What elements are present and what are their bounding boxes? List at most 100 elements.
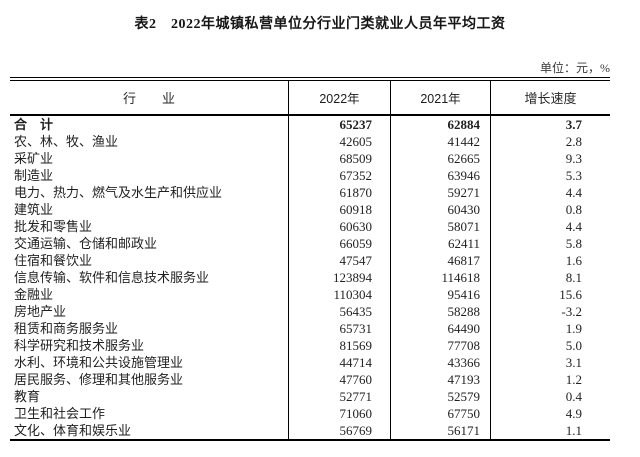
table-row: 居民服务、修理和其他服务业 47760 47193 1.2 [10, 371, 610, 388]
value-2021-cell: 62411 [390, 235, 490, 252]
growth-rate-cell: 3.7 [490, 116, 610, 133]
table-row: 信息传输、软件和信息技术服务业 123894 114618 8.1 [10, 269, 610, 286]
value-2021-cell: 58288 [390, 303, 490, 320]
table-row: 租赁和商务服务业 65731 64490 1.9 [10, 320, 610, 337]
table-body: 合 计 65237 62884 3.7 农、林、牧、渔业 42605 41442… [10, 116, 610, 439]
value-2022-cell: 110304 [288, 286, 390, 303]
value-2021-cell: 43366 [390, 354, 490, 371]
value-2021-cell: 52579 [390, 388, 490, 405]
growth-rate-cell: 1.9 [490, 320, 610, 337]
value-2022-cell: 65237 [288, 116, 390, 133]
value-2022-cell: 56769 [288, 422, 390, 439]
table-row: 采矿业 68509 62665 9.3 [10, 150, 610, 167]
table-row: 农、林、牧、渔业 42605 41442 2.8 [10, 133, 610, 150]
growth-rate-cell: 5.0 [490, 337, 610, 354]
value-2021-cell: 77708 [390, 337, 490, 354]
industry-cell: 文化、体育和娱乐业 [14, 423, 132, 438]
value-2021-cell: 63946 [390, 167, 490, 184]
industry-cell: 住宿和餐饮业 [14, 253, 93, 268]
growth-rate-cell: 9.3 [490, 150, 610, 167]
value-2022-cell: 52771 [288, 388, 390, 405]
industry-cell: 农、林、牧、渔业 [14, 134, 119, 149]
table-row: 电力、热力、燃气及水生产和供应业 61870 59271 4.4 [10, 184, 610, 201]
header-growth-rate: 增长速度 [490, 81, 610, 114]
table-row: 交通运输、仓储和邮政业 66059 62411 5.8 [10, 235, 610, 252]
value-2022-cell: 44714 [288, 354, 390, 371]
value-2021-cell: 60430 [390, 201, 490, 218]
value-2021-cell: 62884 [390, 116, 490, 133]
table-row: 金融业 110304 95416 15.6 [10, 286, 610, 303]
industry-cell: 批发和零售业 [14, 219, 93, 234]
value-2021-cell: 46817 [390, 252, 490, 269]
growth-rate-cell: 3.1 [490, 354, 610, 371]
header-year-2021: 2021年 [390, 81, 490, 114]
value-2022-cell: 66059 [288, 235, 390, 252]
value-2022-cell: 60918 [288, 201, 390, 218]
industry-cell: 电力、热力、燃气及水生产和供应业 [14, 185, 223, 200]
table-row: 教育 52771 52579 0.4 [10, 388, 610, 405]
value-2021-cell: 67750 [390, 405, 490, 422]
value-2021-cell: 62665 [390, 150, 490, 167]
growth-rate-cell: 1.1 [490, 422, 610, 439]
growth-rate-cell: 0.4 [490, 388, 610, 405]
table-row: 房地产业 56435 58288 -3.2 [10, 303, 610, 320]
industry-cell: 制造业 [14, 168, 54, 183]
table-row: 卫生和社会工作 71060 67750 4.9 [10, 405, 610, 422]
table-row: 制造业 67352 63946 5.3 [10, 167, 610, 184]
growth-rate-cell: 4.4 [490, 184, 610, 201]
table-row: 科学研究和技术服务业 81569 77708 5.0 [10, 337, 610, 354]
table-row: 批发和零售业 60630 58071 4.4 [10, 218, 610, 235]
growth-rate-cell: 4.4 [490, 218, 610, 235]
table-row: 建筑业 60918 60430 0.8 [10, 201, 610, 218]
growth-rate-cell: 15.6 [490, 286, 610, 303]
growth-rate-cell: 1.2 [490, 371, 610, 388]
industry-cell: 金融业 [14, 287, 54, 302]
value-2022-cell: 65731 [288, 320, 390, 337]
industry-cell: 合 计 [14, 117, 54, 132]
value-2022-cell: 47760 [288, 371, 390, 388]
growth-rate-cell: 5.3 [490, 167, 610, 184]
value-2021-cell: 114618 [390, 269, 490, 286]
value-2021-cell: 64490 [390, 320, 490, 337]
value-2021-cell: 59271 [390, 184, 490, 201]
growth-rate-cell: 1.6 [490, 252, 610, 269]
value-2022-cell: 42605 [288, 133, 390, 150]
value-2022-cell: 56435 [288, 303, 390, 320]
growth-rate-cell: 5.8 [490, 235, 610, 252]
growth-rate-cell: 2.8 [490, 133, 610, 150]
table-row: 水利、环境和公共设施管理业 44714 43366 3.1 [10, 354, 610, 371]
table-row: 住宿和餐饮业 47547 46817 1.6 [10, 252, 610, 269]
value-2021-cell: 56171 [390, 422, 490, 439]
value-2022-cell: 47547 [288, 252, 390, 269]
value-2022-cell: 67352 [288, 167, 390, 184]
value-2022-cell: 71060 [288, 405, 390, 422]
value-2021-cell: 95416 [390, 286, 490, 303]
industry-cell: 信息传输、软件和信息技术服务业 [14, 270, 210, 285]
value-2021-cell: 47193 [390, 371, 490, 388]
growth-rate-cell: 8.1 [490, 269, 610, 286]
table-row: 合 计 65237 62884 3.7 [10, 116, 610, 133]
header-year-2022: 2022年 [288, 81, 390, 114]
industry-cell: 采矿业 [14, 151, 54, 166]
industry-cell: 交通运输、仓储和邮政业 [14, 236, 158, 251]
growth-rate-cell: 0.8 [490, 201, 610, 218]
value-2022-cell: 60630 [288, 218, 390, 235]
average-wage-table: 行 业 2022年 2021年 增长速度 合 计 65237 62884 3.7… [10, 77, 610, 441]
industry-cell: 卫生和社会工作 [14, 406, 106, 421]
value-2022-cell: 81569 [288, 337, 390, 354]
industry-cell: 教育 [14, 389, 41, 404]
header-industry: 行 业 [122, 91, 175, 106]
growth-rate-cell: -3.2 [490, 303, 610, 320]
growth-rate-cell: 4.9 [490, 405, 610, 422]
industry-cell: 居民服务、修理和其他服务业 [14, 372, 184, 387]
industry-cell: 科学研究和技术服务业 [14, 338, 145, 353]
industry-cell: 建筑业 [14, 202, 54, 217]
industry-cell: 租赁和商务服务业 [14, 321, 119, 336]
value-2021-cell: 41442 [390, 133, 490, 150]
unit-note: 单位：元，% [540, 61, 610, 75]
value-2022-cell: 61870 [288, 184, 390, 201]
industry-cell: 水利、环境和公共设施管理业 [14, 355, 184, 370]
value-2022-cell: 68509 [288, 150, 390, 167]
value-2021-cell: 58071 [390, 218, 490, 235]
